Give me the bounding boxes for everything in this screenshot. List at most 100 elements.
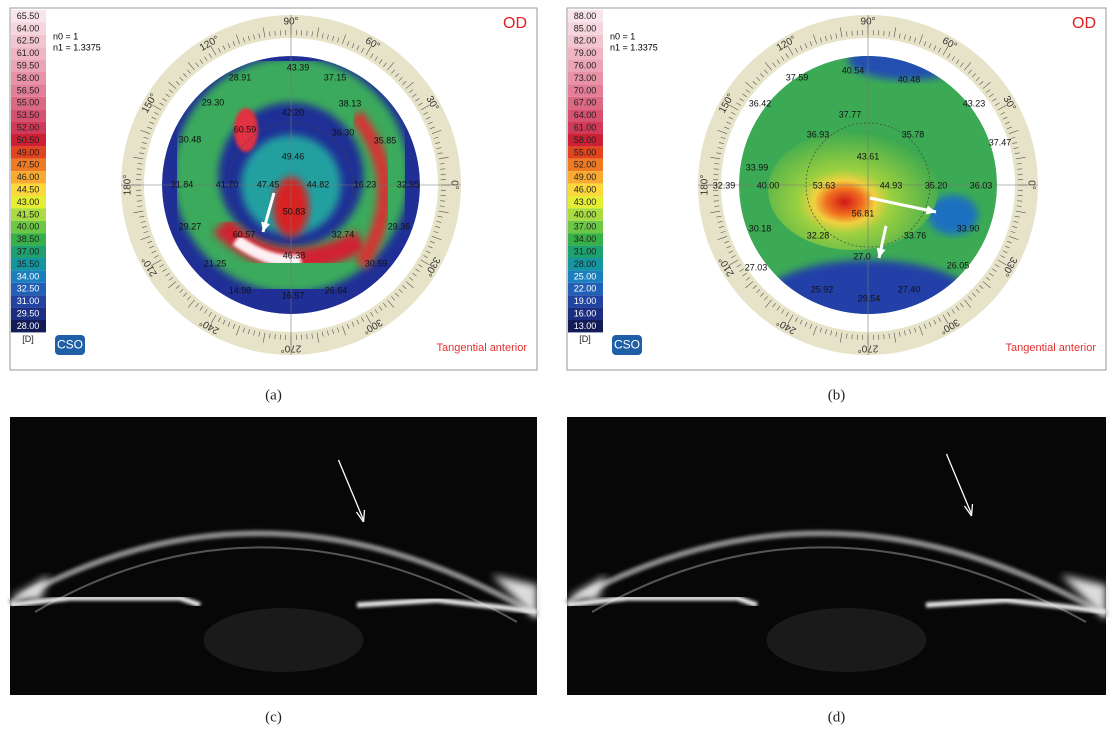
map-value: 44.82	[307, 179, 330, 189]
scale-label: 61.00	[574, 122, 597, 132]
map-value: 46.38	[283, 250, 306, 260]
map-value: 27.40	[898, 284, 921, 294]
map-value: 36.42	[749, 98, 772, 108]
scale-label: 56.50	[17, 85, 40, 95]
n0: n0 = 1	[610, 31, 635, 41]
map-value: 29.27	[179, 221, 202, 231]
map-value: 40.48	[898, 74, 921, 84]
map-value: 27.0	[853, 251, 871, 261]
map-value: 44.93	[880, 180, 903, 190]
scale-label: 64.00	[574, 110, 597, 120]
scale-label: 88.00	[574, 11, 597, 21]
map-value: 43.39	[287, 62, 310, 72]
scale-label: 35.50	[17, 259, 40, 269]
map-value: 33.90	[957, 223, 980, 233]
scale-unit: [D]	[22, 334, 34, 344]
scale-label: 40.00	[17, 222, 40, 232]
scale-label: 40.00	[574, 209, 597, 219]
map-value: 36.03	[970, 180, 993, 190]
map-name: Tangential anterior	[436, 342, 527, 354]
map-name: Tangential anterior	[1005, 342, 1096, 354]
oct-scans: (c) (d)	[10, 417, 1106, 725]
scale-label: 52.00	[574, 160, 597, 170]
panel-label: (d)	[828, 709, 846, 725]
scale-label: 58.00	[17, 73, 40, 83]
scale-label: 52.00	[17, 122, 40, 132]
scale-label: 73.00	[574, 73, 597, 83]
eye: OD	[503, 15, 527, 32]
map-value: 40.54	[842, 65, 865, 75]
scale-label: 79.00	[574, 48, 597, 58]
map-value: 14.98	[229, 285, 252, 295]
logo: CSO	[57, 338, 83, 352]
map-value: 35.20	[925, 180, 948, 190]
scale-unit: [D]	[579, 334, 591, 344]
scale-label: 61.00	[17, 48, 40, 58]
map-value: 30.59	[365, 258, 388, 268]
map-value: 26.05	[947, 260, 970, 270]
scale-label: 22.00	[574, 284, 597, 294]
map-value: 29.30	[202, 97, 225, 107]
scale-label: 85.00	[574, 23, 597, 33]
map-value: 40.00	[757, 180, 780, 190]
scale-label: 44.50	[17, 184, 40, 194]
map-value: 29.54	[858, 293, 881, 303]
map-value: 28.91	[229, 72, 252, 82]
map-value: 43.23	[963, 98, 986, 108]
map-value: 30.48	[179, 134, 202, 144]
map-value: 50.83	[283, 206, 306, 216]
map-value: 25.92	[811, 284, 834, 294]
map-value: 56.81	[852, 208, 875, 218]
panel-label: (b)	[828, 387, 846, 403]
map-value: 32.28	[807, 230, 830, 240]
figure: 65.5064.0062.5061.0059.5058.0056.5055.00…	[0, 0, 1111, 733]
map-value: 26.64	[325, 285, 348, 295]
topography-b: 88.0085.0082.0079.0076.0073.0070.0067.00…	[567, 8, 1106, 403]
scale-label: 70.00	[574, 85, 597, 95]
scale-label: 43.00	[17, 197, 40, 207]
scale-label: 59.50	[17, 60, 40, 70]
map-value: 16.57	[282, 290, 305, 300]
map-value: 31.84	[171, 179, 194, 189]
map-value: 36.30	[332, 127, 355, 137]
lens	[204, 608, 364, 672]
scale-label: 41.50	[17, 209, 40, 219]
map-value: 36.93	[807, 129, 830, 139]
map-value: 30.18	[749, 223, 772, 233]
scale-label: 55.00	[574, 147, 597, 157]
map-value: 27.03	[745, 262, 768, 272]
map-value: 29.36	[388, 221, 411, 231]
scale-label: 13.00	[574, 321, 597, 331]
n1: n1 = 1.3375	[610, 42, 658, 52]
map-value: 37.15	[324, 72, 347, 82]
scale-label: 31.00	[17, 296, 40, 306]
map-value: 37.47	[989, 137, 1012, 147]
map-value: 43.61	[857, 151, 880, 161]
map-value: 35.78	[902, 129, 925, 139]
panel-label: (c)	[265, 709, 282, 725]
map-value: 42.20	[282, 107, 305, 117]
map-value: 41.70	[216, 179, 239, 189]
map-value: 38.13	[339, 98, 362, 108]
map-value: 33.76	[904, 230, 927, 240]
scale-label: 49.00	[17, 147, 40, 157]
scale-label: 64.00	[17, 23, 40, 33]
eye: OD	[1072, 15, 1096, 32]
map-value: 37.77	[839, 109, 862, 119]
map-value: 47.45	[257, 179, 280, 189]
scale-label: 28.00	[574, 259, 597, 269]
map-value: 33.99	[746, 162, 769, 172]
scale-label: 31.00	[574, 246, 597, 256]
n0: n0 = 1	[53, 31, 78, 41]
scale-label: 50.50	[17, 135, 40, 145]
scale-label: 47.50	[17, 160, 40, 170]
scale-label: 16.00	[574, 308, 597, 318]
scale-label: 62.50	[17, 36, 40, 46]
scale-label: 76.00	[574, 60, 597, 70]
scale-label: 82.00	[574, 36, 597, 46]
topography-a: 65.5064.0062.5061.0059.5058.0056.5055.00…	[10, 8, 537, 403]
map-value: 21.25	[204, 258, 227, 268]
map-value: 37.59	[786, 72, 809, 82]
scale-label: 49.00	[574, 172, 597, 182]
map-value: 35.85	[374, 135, 397, 145]
